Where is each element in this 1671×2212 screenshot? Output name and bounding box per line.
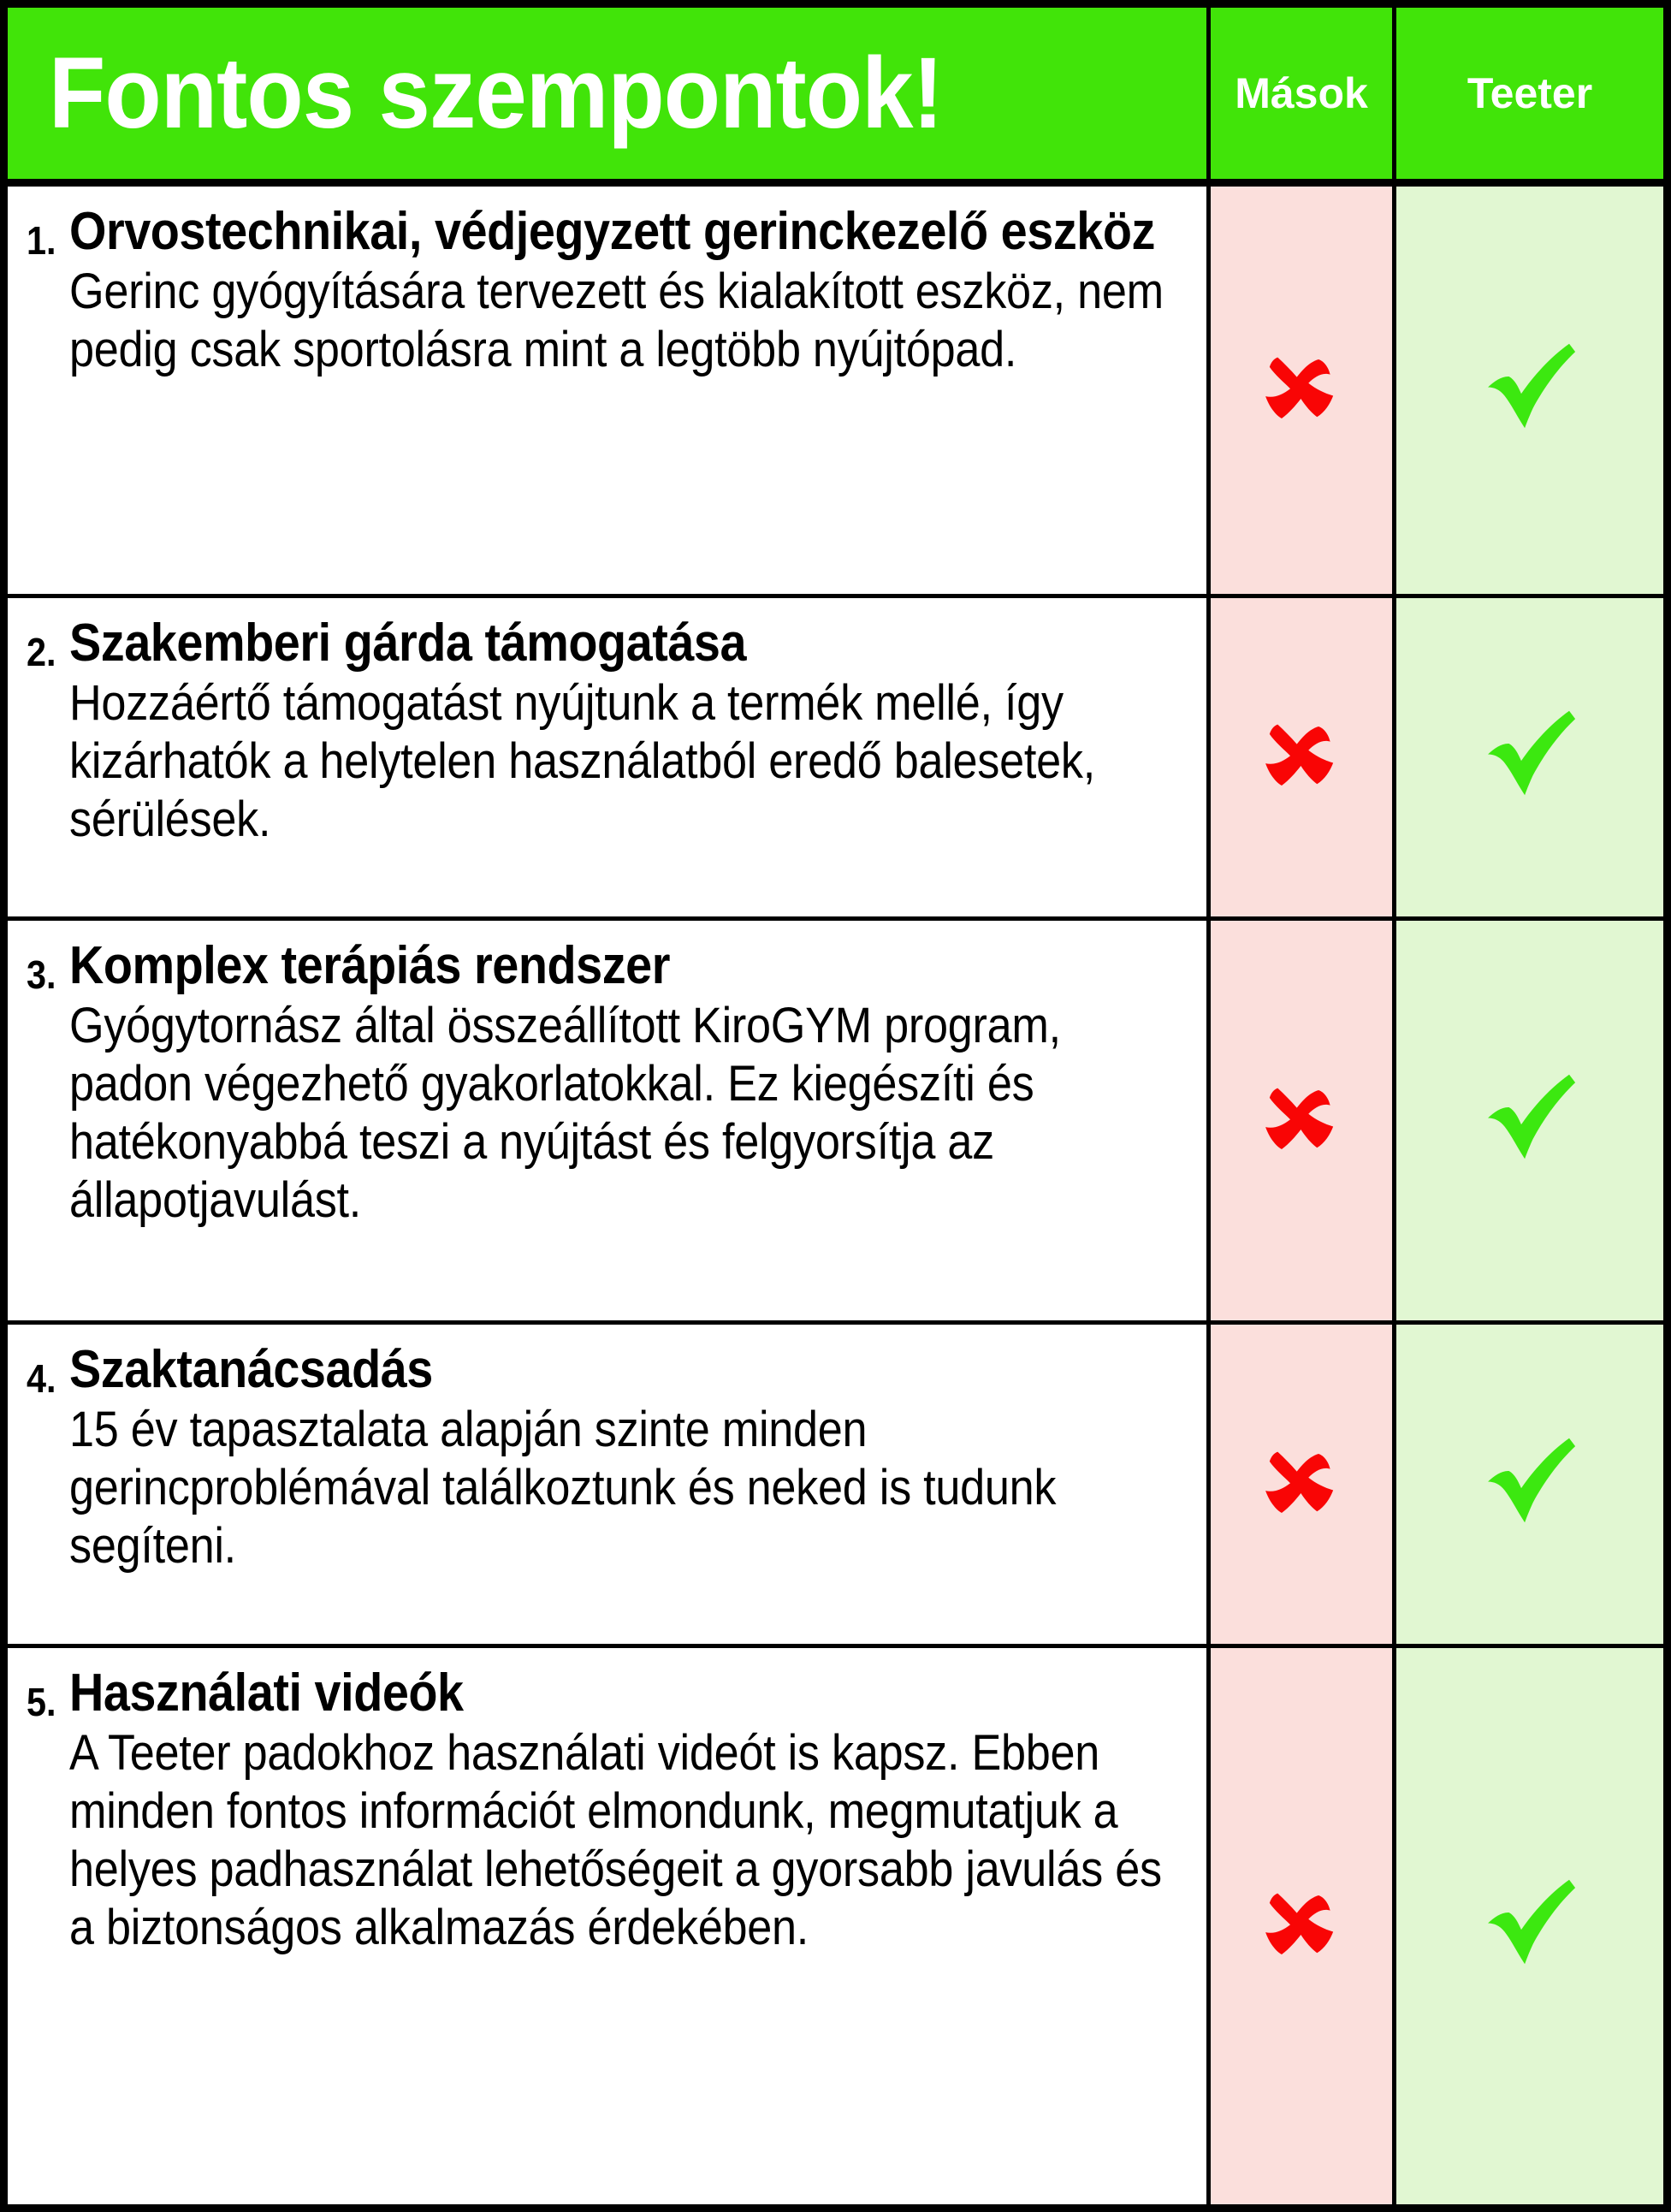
column-header-others: Mások — [1211, 8, 1396, 179]
others-mark-cell — [1211, 1648, 1396, 2204]
cross-icon — [1265, 1893, 1334, 1955]
teeter-mark-cell — [1396, 187, 1663, 594]
feature-description: Gyógytornász által összeállított KiroGYM… — [69, 998, 1062, 1229]
cross-icon — [1265, 1451, 1334, 1513]
teeter-mark-cell — [1396, 1648, 1663, 2204]
check-icon — [1488, 710, 1576, 796]
teeter-mark-cell — [1396, 598, 1663, 916]
others-mark-cell — [1211, 187, 1396, 594]
table-row: 2. Szakemberi gárda támogatása Hozzáértő… — [8, 598, 1663, 921]
feature-text: Szakemberi gárda támogatása Hozzáértő tá… — [69, 614, 1181, 849]
table-header-row: Fontos szempontok! Mások Teeter — [8, 8, 1663, 187]
table-inner: Fontos szempontok! Mások Teeter 1. Orvos… — [8, 8, 1663, 2204]
feature-text: Szaktanácsadás 15 év tapasztalata alapjá… — [69, 1340, 1181, 1575]
header-title-cell: Fontos szempontok! — [8, 8, 1211, 179]
feature-number: 4. — [27, 1356, 56, 1401]
others-mark-cell — [1211, 598, 1396, 916]
feature-title: Szaktanácsadás — [69, 1340, 434, 1399]
others-mark-cell — [1211, 1325, 1396, 1644]
feature-text: Komplex terápiás rendszer Gyógytornász á… — [69, 936, 1181, 1230]
cross-icon — [1265, 1088, 1334, 1149]
table-row: 4. Szaktanácsadás 15 év tapasztalata ala… — [8, 1325, 1663, 1648]
feature-text: Használati videók A Teeter padokhoz hasz… — [69, 1663, 1181, 1957]
check-icon — [1488, 1879, 1576, 1965]
feature-cell: 4. Szaktanácsadás 15 év tapasztalata ala… — [8, 1325, 1211, 1644]
feature-title: Szakemberi gárda támogatása — [69, 614, 747, 673]
feature-cell: 3. Komplex terápiás rendszer Gyógytornás… — [8, 921, 1211, 1320]
teeter-mark-cell — [1396, 1325, 1663, 1644]
feature-title: Komplex terápiás rendszer — [69, 936, 671, 995]
feature-number: 3. — [27, 952, 56, 997]
check-icon — [1488, 1438, 1576, 1522]
feature-cell: 1. Orvostechnikai, védjegyzett gerinckez… — [8, 187, 1211, 594]
feature-number: 2. — [27, 630, 56, 674]
feature-number: 1. — [27, 218, 56, 263]
column-header-others-label: Mások — [1235, 69, 1368, 117]
feature-title: Használati videók — [69, 1663, 465, 1723]
feature-cell: 5. Használati videók A Teeter padokhoz h… — [8, 1648, 1211, 2204]
cross-icon — [1265, 357, 1334, 419]
page-title: Fontos szempontok! — [49, 37, 944, 150]
table-body: 1. Orvostechnikai, védjegyzett gerinckez… — [8, 187, 1663, 2204]
table-row: 5. Használati videók A Teeter padokhoz h… — [8, 1648, 1663, 2204]
table-row: 1. Orvostechnikai, védjegyzett gerinckez… — [8, 187, 1663, 598]
feature-cell: 2. Szakemberi gárda támogatása Hozzáértő… — [8, 598, 1211, 916]
feature-title: Orvostechnikai, védjegyzett gerinckezelő… — [69, 202, 1156, 261]
column-header-teeter-label: Teeter — [1467, 69, 1593, 117]
feature-description: Gerinc gyógyítására tervezett és kialakí… — [69, 264, 1164, 378]
table-row: 3. Komplex terápiás rendszer Gyógytornás… — [8, 921, 1663, 1325]
feature-description: Hozzáértő támogatást nyújtunk a termék m… — [69, 675, 1096, 848]
check-icon — [1488, 343, 1576, 429]
cross-icon — [1265, 724, 1334, 786]
column-header-teeter: Teeter — [1396, 8, 1663, 179]
check-icon — [1488, 1074, 1576, 1159]
feature-text: Orvostechnikai, védjegyzett gerinckezelő… — [69, 202, 1181, 379]
feature-description: 15 év tapasztalata alapján szinte minden… — [69, 1402, 1057, 1574]
feature-description: A Teeter padokhoz használati videót is k… — [69, 1725, 1163, 1956]
others-mark-cell — [1211, 921, 1396, 1320]
feature-number: 5. — [27, 1680, 56, 1724]
teeter-mark-cell — [1396, 921, 1663, 1320]
